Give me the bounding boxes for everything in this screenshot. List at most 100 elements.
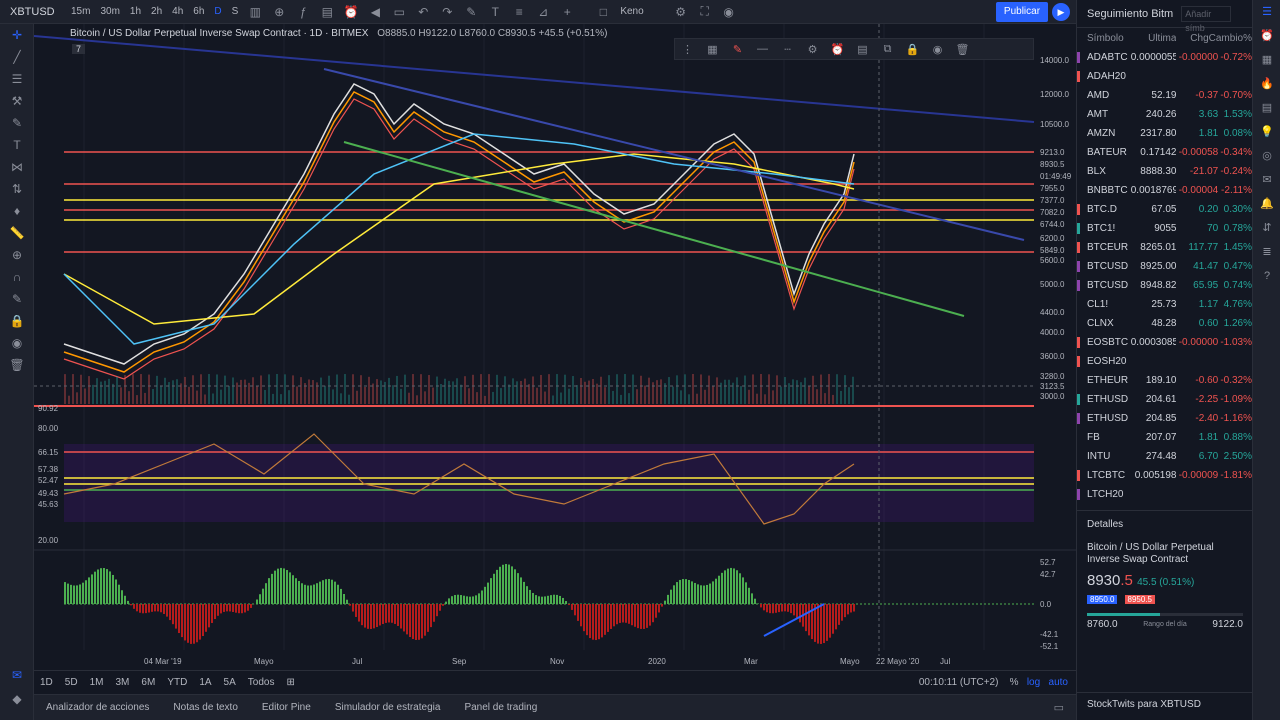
timeframe-30m[interactable]: 30m <box>100 6 120 17</box>
watchlist-row[interactable]: FB 207.07 1.81 0.88% <box>1077 428 1252 447</box>
timeframe-d[interactable]: D <box>214 6 222 17</box>
fib-icon[interactable]: ☰ <box>11 72 23 86</box>
watchlist-row[interactable]: CLNX 48.28 0.60 1.26% <box>1077 314 1252 333</box>
alert-icon[interactable]: ⏰ <box>343 4 359 19</box>
hide-icon[interactable]: ◉ <box>932 43 943 56</box>
range-ytd[interactable]: YTD <box>167 677 188 688</box>
lock-drawing-icon[interactable]: 🔒 <box>905 43 920 56</box>
replay-label[interactable]: Keno <box>620 6 644 17</box>
watchlist-row[interactable]: AMZN 2317.80 1.81 0.08% <box>1077 124 1252 143</box>
alert-add-icon[interactable]: ⏰ <box>830 43 845 56</box>
stocktwits-section[interactable]: StockTwits para XBTUSD <box>1077 692 1253 716</box>
timeframe-6h[interactable]: 6h <box>193 6 205 17</box>
zoom-icon[interactable]: ⊕ <box>11 248 23 262</box>
ask-badge[interactable]: 8950.5 <box>1124 595 1155 604</box>
calendar-icon[interactable]: ▤ <box>1261 102 1273 114</box>
notifications-icon[interactable]: 🔔 <box>1260 198 1274 210</box>
col-last[interactable]: Última <box>1148 32 1177 44</box>
line-color-icon[interactable]: ✎ <box>732 43 743 56</box>
timeframe-2h[interactable]: 2h <box>151 6 163 17</box>
watchlist-row[interactable]: ETHUSD 204.61 -2.25 -1.09% <box>1077 390 1252 409</box>
watchlist-row[interactable]: ETHEUR 189.10 -0.60 -0.32% <box>1077 371 1252 390</box>
measure-icon[interactable]: ⊿ <box>538 4 549 19</box>
watchlist-row[interactable]: BLX 8888.30 -21.07 -0.24% <box>1077 162 1252 181</box>
add-symbol-input[interactable]: Añadir símb <box>1181 5 1232 33</box>
watchlist-row[interactable]: BTCUSD 8925.00 41.47 0.47% <box>1077 257 1252 276</box>
lock-icon[interactable]: 🔒 <box>9 314 25 328</box>
indicator-count-badge[interactable]: 7 <box>72 44 86 54</box>
props-settings-icon[interactable]: ⚙ <box>807 43 818 56</box>
watchlist-row[interactable]: ETHUSD 204.85 -2.40 -1.16% <box>1077 409 1252 428</box>
template-icon[interactable]: ▦ <box>707 43 718 56</box>
shape-icon[interactable]: ♦ <box>13 204 21 218</box>
timeframe-15m[interactable]: 15m <box>71 6 91 17</box>
play-icon[interactable]: ▶ <box>1052 3 1070 21</box>
watchlist-row[interactable]: BTC.D 67.05 0.20 0.30% <box>1077 200 1252 219</box>
footer-tab[interactable]: Simulador de estrategia <box>334 702 441 713</box>
add-indicator-icon[interactable]: ⊕ <box>274 4 285 19</box>
fib-tool-icon[interactable]: ≡ <box>515 4 523 19</box>
footer-tab[interactable]: Analizador de acciones <box>46 702 150 713</box>
footer-tab[interactable]: Notas de texto <box>173 702 238 713</box>
watchlist-row[interactable]: BTCEUR 8265.01 117.77 1.45% <box>1077 238 1252 257</box>
watchlist-row[interactable]: EOSBTC 0.0003085 -0.00000 -1.03% <box>1077 333 1252 352</box>
hotlist-icon[interactable]: 🔥 <box>1260 78 1274 90</box>
range-6m[interactable]: 6M <box>141 677 156 688</box>
text-tool-icon[interactable]: T <box>491 4 499 19</box>
clone-icon[interactable]: ⧉ <box>883 42 892 55</box>
range-5a[interactable]: 5A <box>223 677 236 688</box>
templates-icon[interactable]: ▤ <box>321 4 333 19</box>
watchlist-title[interactable]: Seguimiento Bitm <box>1087 7 1174 20</box>
pen-icon[interactable]: ✎ <box>466 4 477 19</box>
watchlist-row[interactable]: BTC1! 9055 70 0.78% <box>1077 219 1252 238</box>
layers-icon[interactable]: ▤ <box>857 43 868 56</box>
range-1m[interactable]: 1M <box>89 677 104 688</box>
indicators-icon[interactable]: ƒ <box>299 4 307 19</box>
range-todos[interactable]: Todos <box>247 677 275 688</box>
bid-badge[interactable]: 8950.0 <box>1087 595 1118 604</box>
footer-tab[interactable]: Panel de trading <box>464 702 538 713</box>
draw-lock-icon[interactable]: ✎ <box>11 292 23 306</box>
watchlist-row[interactable]: AMD 52.19 -0.37 -0.70% <box>1077 86 1252 105</box>
crosshair-icon[interactable]: ✛ <box>11 28 23 42</box>
fullscreen-icon[interactable]: ⛶ <box>700 4 709 18</box>
ideas-icon[interactable]: 💡 <box>1260 126 1274 138</box>
drag-icon[interactable]: ⋮ <box>682 43 693 56</box>
watchlist-row[interactable]: BATEUR 0.17142 -0.00058 -0.34% <box>1077 143 1252 162</box>
replay-icon[interactable]: ◀ <box>370 4 380 19</box>
watchlist-row[interactable]: LTCH20 <box>1077 485 1252 504</box>
data-window-icon[interactable]: ▦ <box>1261 54 1273 66</box>
chat-icon[interactable]: ✉ <box>11 668 23 682</box>
line-style-icon[interactable]: ┄ <box>784 43 791 56</box>
redo-icon[interactable]: ↷ <box>442 4 453 19</box>
brush-pen-icon[interactable]: ✎ <box>11 116 23 130</box>
range-1d[interactable]: 1D <box>40 677 53 688</box>
tree-icon[interactable]: ◆ <box>12 692 22 706</box>
footer-tab[interactable]: Editor Pine <box>261 702 311 713</box>
streams-icon[interactable]: ◎ <box>1262 150 1272 162</box>
layout-icon[interactable]: ▭ <box>393 4 405 19</box>
trash-icon[interactable]: 🗑 <box>9 358 25 372</box>
watchlist-row[interactable]: EOSH20 <box>1077 352 1252 371</box>
alerts-icon[interactable]: ⏰ <box>1260 30 1274 42</box>
pattern-icon[interactable]: ⋈ <box>11 160 23 174</box>
watchlist-row[interactable]: ADAH20 <box>1077 67 1252 86</box>
watchlist-row[interactable]: BNBBTC 0.0018769 -0.00004 -2.11% <box>1077 181 1252 200</box>
bar-style-icon[interactable]: ▥ <box>249 4 261 19</box>
watchlist-icon[interactable]: ☰ <box>1262 6 1272 18</box>
range-1a[interactable]: 1A <box>199 677 212 688</box>
forecast-icon[interactable]: ⇅ <box>11 182 23 196</box>
watchlist-row[interactable]: AMT 240.26 3.63 1.53% <box>1077 105 1252 124</box>
symbol-search[interactable]: XBTUSD <box>10 5 55 18</box>
range-5d[interactable]: 5D <box>64 677 78 688</box>
col-change[interactable]: ChgCambio% <box>1190 32 1252 44</box>
watchlist-row[interactable]: CL1! 25.73 1.17 4.76% <box>1077 295 1252 314</box>
delete-icon[interactable]: 🗑 <box>955 43 970 56</box>
watchlist-row[interactable]: INTU 274.48 6.70 2.50% <box>1077 447 1252 466</box>
maximize-panel-icon[interactable]: ▭ <box>1053 702 1064 714</box>
ruler-icon[interactable]: 📏 <box>9 226 25 240</box>
watchlist-row[interactable]: LTCBTC 0.005198 -0.00009 -1.81% <box>1077 466 1252 485</box>
square-icon[interactable]: □ <box>599 4 607 19</box>
watchlist-row[interactable]: BTCUSD 8948.82 65.95 0.74% <box>1077 276 1252 295</box>
visibility-icon[interactable]: ◉ <box>11 336 23 350</box>
